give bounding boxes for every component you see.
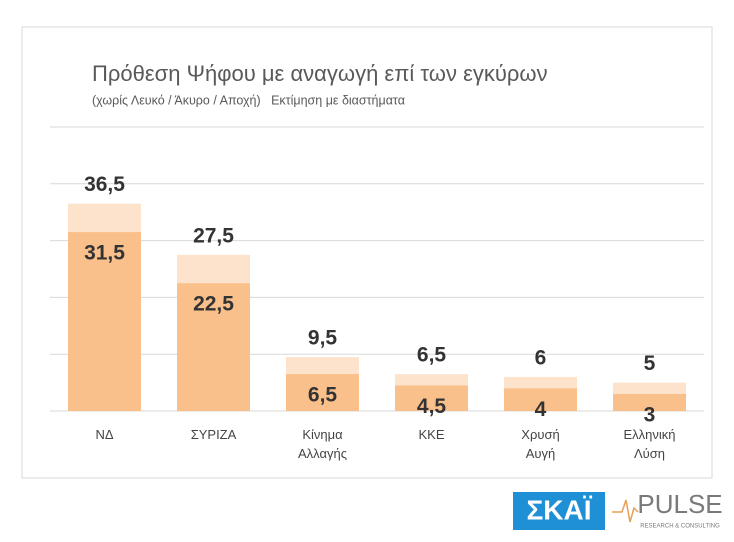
- value-label: 36,5: [84, 173, 125, 196]
- bar: [286, 374, 359, 411]
- value-label: 6,5: [417, 344, 447, 367]
- value-label: 6: [535, 346, 547, 369]
- bar: [68, 232, 141, 411]
- x-tick-label: Ελληνική Λύση: [623, 427, 676, 461]
- skai-logo-box: [513, 492, 605, 530]
- value-label: 6,5: [308, 384, 338, 407]
- pulse-tagline: RESEARCH & CONSULTING: [640, 524, 720, 530]
- skai-logo: ΣΚΑΪ: [526, 494, 592, 525]
- bar: [613, 393, 686, 411]
- value-label: 27,5: [193, 224, 234, 247]
- x-tick-label: Χρυσή Αυγή: [521, 427, 560, 461]
- x-tick-label: ΚΚΕ: [418, 427, 445, 442]
- value-label: 9,5: [308, 327, 338, 350]
- value-label: 22,5: [193, 293, 234, 316]
- value-label: 3: [644, 404, 656, 427]
- bar: [177, 283, 250, 411]
- value-label: 4,5: [417, 395, 447, 418]
- x-tick-label: ΝΔ: [95, 427, 114, 442]
- x-tick-label: ΣΥΡΙΖΑ: [190, 427, 237, 442]
- pulse-logo: PULSE: [637, 489, 722, 519]
- value-label: 31,5: [84, 242, 125, 265]
- value-label: 4: [535, 398, 547, 421]
- pulse-icon: [612, 499, 639, 523]
- x-tick-label: Κίνημα Αλλαγής: [298, 427, 347, 461]
- bar: [504, 388, 577, 411]
- chart-title: Πρόθεση Ψήφου με αναγωγή επί των εγκύρων: [92, 61, 548, 86]
- value-label: 5: [644, 352, 656, 375]
- chart-subtitle: (χωρίς Λευκό / Άκυρο / Αποχή) Εκτίμηση μ…: [92, 93, 405, 107]
- bar: [395, 385, 468, 411]
